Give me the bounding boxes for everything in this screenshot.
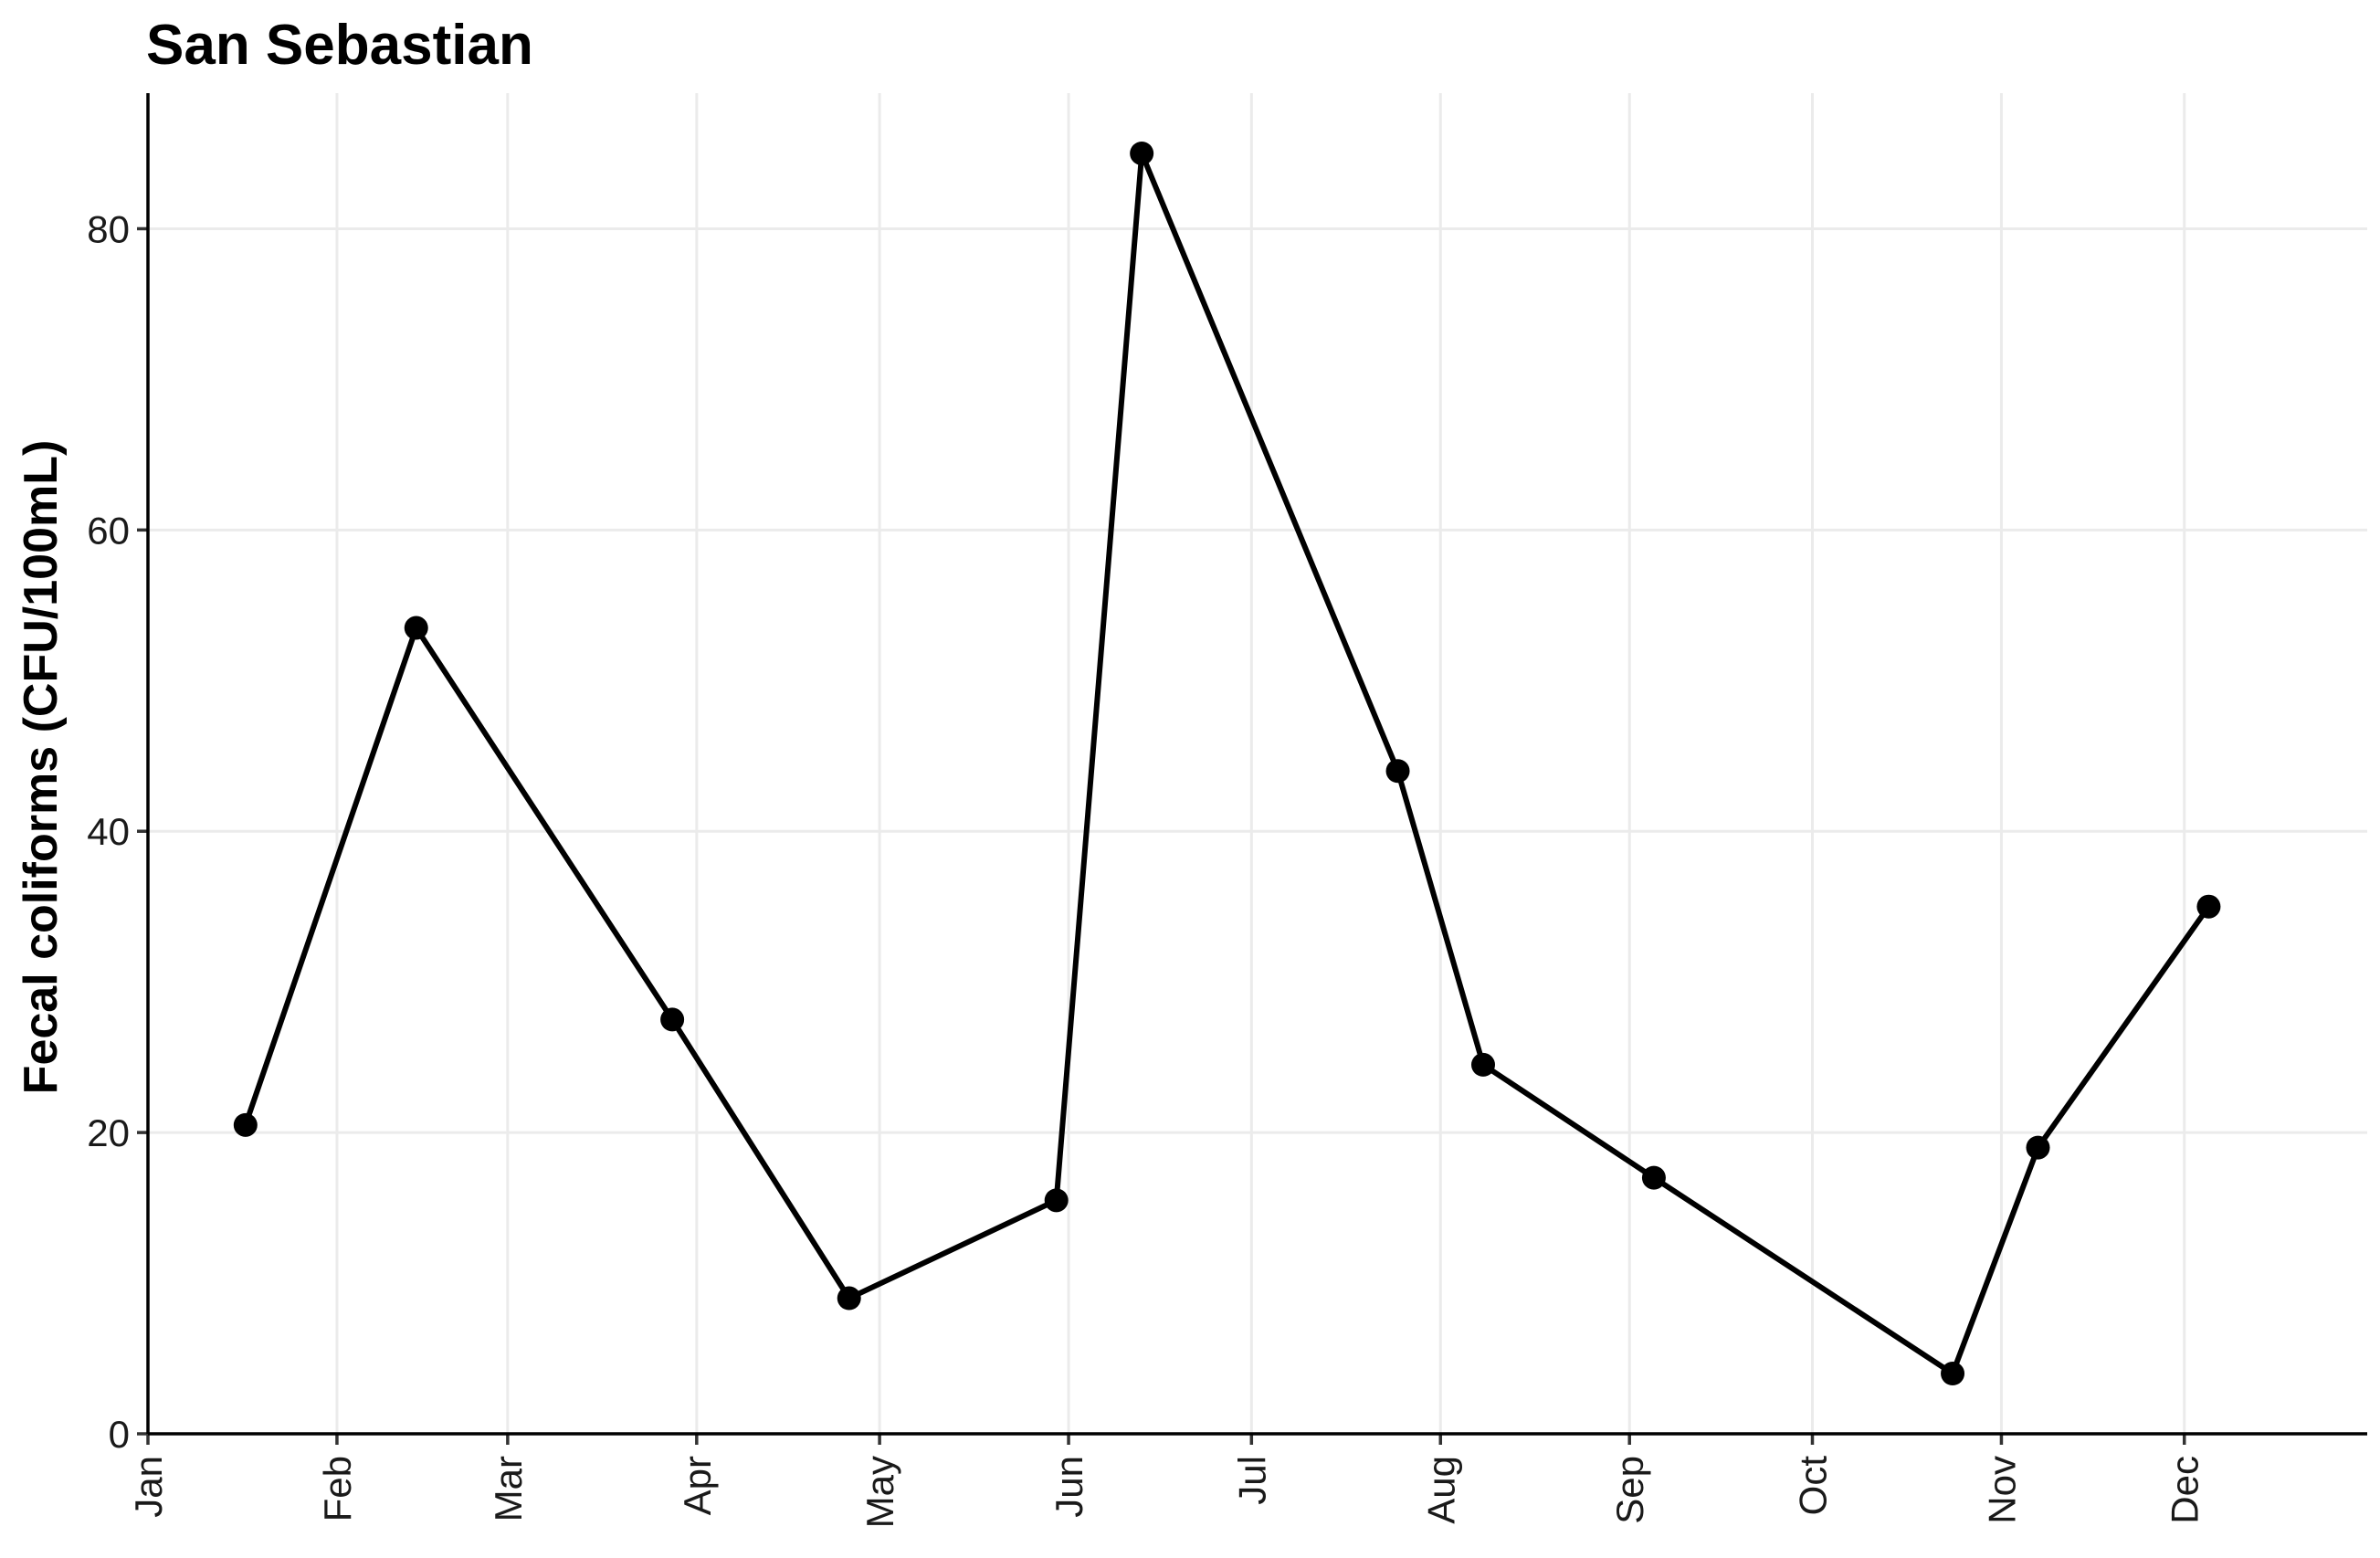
x-tick-label: Mar [487, 1456, 530, 1521]
x-tick-label: Oct [1792, 1456, 1835, 1516]
y-tick-label: 20 [87, 1111, 130, 1154]
x-tick-label: May [858, 1456, 901, 1528]
data-series [233, 141, 2221, 1386]
x-tick-label: Aug [1419, 1456, 1462, 1524]
x-tick-label: Feb [316, 1456, 359, 1521]
data-point [233, 1112, 258, 1137]
data-point [2196, 894, 2221, 919]
data-point [1941, 1362, 1965, 1386]
axes [137, 93, 2367, 1445]
grid-lines [146, 93, 2367, 1434]
y-tick-label: 40 [87, 810, 130, 853]
x-tick-label: Nov [1980, 1456, 2023, 1524]
x-tick-label: Apr [676, 1456, 719, 1515]
data-point [1385, 759, 1410, 784]
x-tick-label: Jun [1048, 1456, 1090, 1518]
data-point [404, 616, 428, 640]
x-tick-label: Dec [2164, 1456, 2206, 1524]
tick-labels: 0 20 40 60 80 Jan Feb Mar Apr May Jun Jul Aug Sep Oct N… [87, 207, 2206, 1528]
data-point [1641, 1165, 1666, 1190]
y-tick-label: 0 [109, 1413, 130, 1456]
data-point [1471, 1052, 1496, 1077]
data-point [2026, 1135, 2050, 1160]
y-tick-label: 60 [87, 509, 130, 552]
y-axis-label: Fecal coliforms (CFU/100mL) [15, 440, 68, 1095]
y-tick-label: 80 [87, 207, 130, 250]
chart-title: San Sebastian [146, 14, 533, 77]
x-tick-label: Jan [127, 1456, 170, 1518]
data-point [1044, 1188, 1069, 1213]
data-point [660, 1007, 685, 1032]
series-line [242, 151, 2211, 1376]
x-tick-label: Sep [1608, 1456, 1651, 1524]
x-tick-label: Jul [1230, 1456, 1273, 1505]
data-point [1130, 141, 1154, 165]
data-point [837, 1286, 861, 1311]
